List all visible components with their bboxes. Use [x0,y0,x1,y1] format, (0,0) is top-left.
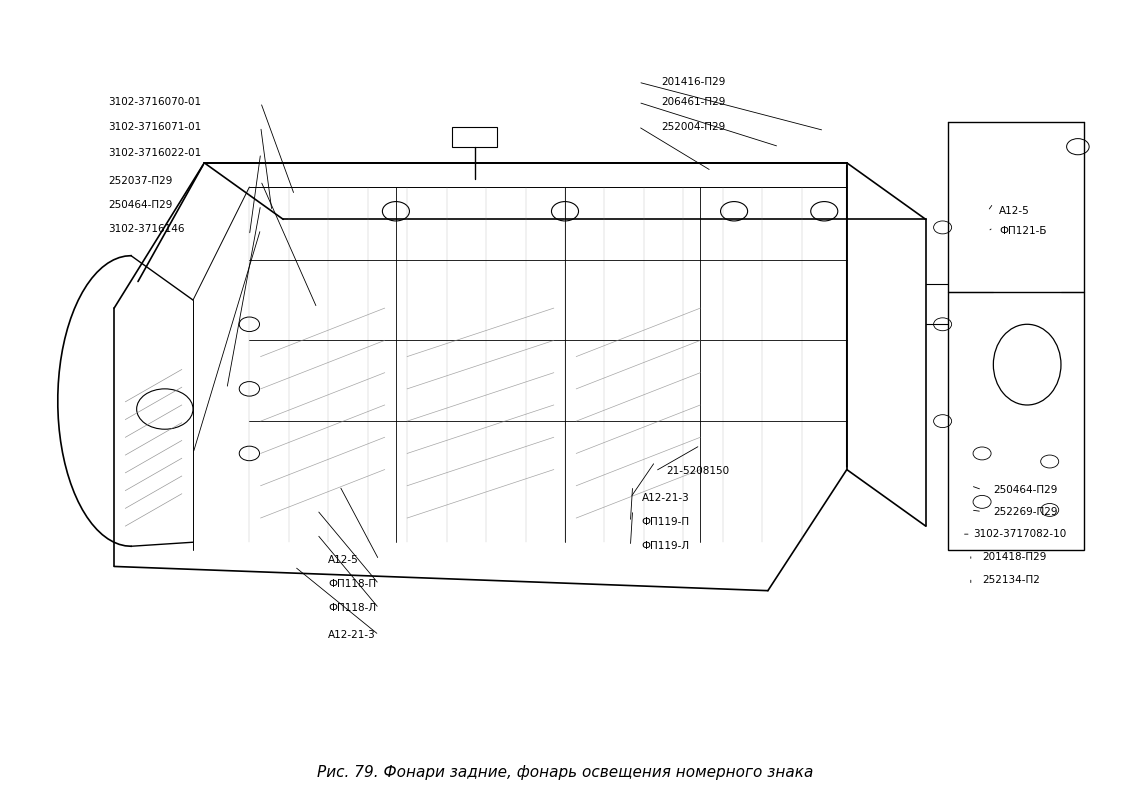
Text: 3102-3716070-01: 3102-3716070-01 [108,97,201,107]
Text: 3102-3716071-01: 3102-3716071-01 [108,122,202,131]
Text: ФП118-П: ФП118-П [329,579,376,589]
Text: 201416-П29: 201416-П29 [661,77,725,87]
Text: 252037-П29: 252037-П29 [108,176,173,185]
Text: А12-21-3: А12-21-3 [642,492,689,503]
Bar [948,292,1084,550]
Text: Рис. 79. Фонари задние, фонарь освещения номерного знака: Рис. 79. Фонари задние, фонарь освещения… [316,765,814,780]
Text: 3102-3716146: 3102-3716146 [108,224,185,234]
Text: А12-5: А12-5 [329,555,359,565]
Text: 21-5208150: 21-5208150 [667,467,730,476]
Text: 250464-П29: 250464-П29 [993,484,1058,495]
Text: 252269-П29: 252269-П29 [993,506,1058,517]
Text: 3102-3716022-01: 3102-3716022-01 [108,148,202,158]
Text: 206461-П29: 206461-П29 [661,97,725,107]
FancyArrowPatch shape [138,165,203,282]
Text: ФП119-Л: ФП119-Л [642,541,689,552]
Text: ФП121-Б: ФП121-Б [999,227,1046,237]
Text: ФП119-П: ФП119-П [642,517,689,527]
Text: ФП118-Л: ФП118-Л [329,603,376,613]
Text: А12-5: А12-5 [999,207,1029,216]
Text: 201418-П29: 201418-П29 [982,552,1046,562]
Bar [452,126,497,147]
Text: 250464-П29: 250464-П29 [108,200,173,210]
Text: 252004-П29: 252004-П29 [661,122,725,131]
Text: 3102-3717082-10: 3102-3717082-10 [973,529,1067,539]
Text: 252134-П2: 252134-П2 [982,575,1040,585]
Text: А12-21-3: А12-21-3 [329,630,376,640]
